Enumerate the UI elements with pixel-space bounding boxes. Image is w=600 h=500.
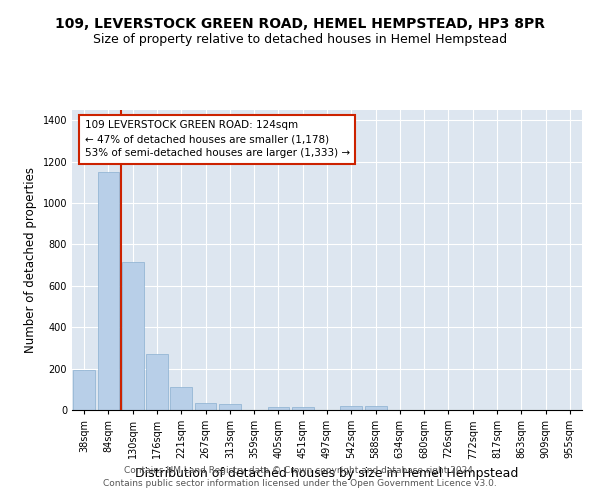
Text: Size of property relative to detached houses in Hemel Hempstead: Size of property relative to detached ho… — [93, 32, 507, 46]
Bar — [292, 408, 314, 410]
Bar — [340, 406, 362, 410]
Text: Contains HM Land Registry data © Crown copyright and database right 2024.
Contai: Contains HM Land Registry data © Crown c… — [103, 466, 497, 487]
Text: 109, LEVERSTOCK GREEN ROAD, HEMEL HEMPSTEAD, HP3 8PR: 109, LEVERSTOCK GREEN ROAD, HEMEL HEMPST… — [55, 18, 545, 32]
Bar — [170, 387, 192, 410]
Bar — [73, 370, 95, 410]
Bar — [97, 172, 119, 410]
Bar — [194, 403, 217, 410]
Text: 109 LEVERSTOCK GREEN ROAD: 124sqm
← 47% of detached houses are smaller (1,178)
5: 109 LEVERSTOCK GREEN ROAD: 124sqm ← 47% … — [85, 120, 350, 158]
Y-axis label: Number of detached properties: Number of detached properties — [24, 167, 37, 353]
Bar — [122, 262, 143, 410]
X-axis label: Distribution of detached houses by size in Hemel Hempstead: Distribution of detached houses by size … — [136, 467, 518, 480]
Bar — [365, 406, 386, 410]
Bar — [219, 404, 241, 410]
Bar — [268, 407, 289, 410]
Bar — [146, 354, 168, 410]
